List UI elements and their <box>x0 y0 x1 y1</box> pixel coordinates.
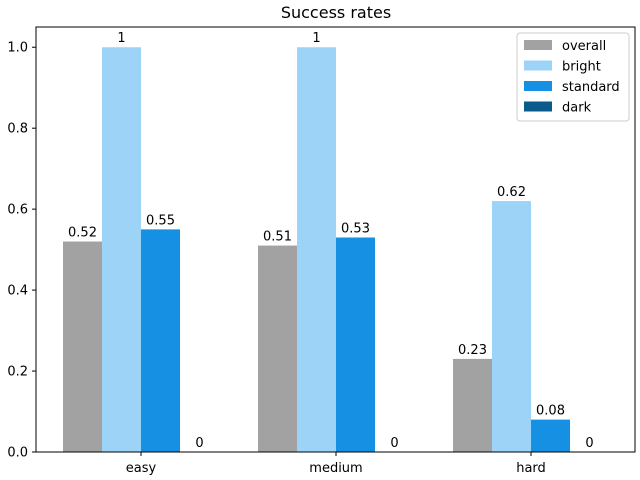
y-tick-label: 0.2 <box>7 365 28 380</box>
bar-standard-hard <box>531 419 570 452</box>
bar-label-dark-medium: 0 <box>390 436 398 451</box>
bar-overall-easy <box>63 241 102 452</box>
legend-swatch-bright <box>524 60 552 71</box>
bar-label-dark-hard: 0 <box>585 436 593 451</box>
bar-bright-medium <box>297 47 336 453</box>
bar-label-bright-easy: 1 <box>117 31 125 46</box>
bar-bright-hard <box>492 201 531 452</box>
y-tick-label: 1.0 <box>7 41 28 56</box>
legend-label-standard: standard <box>562 80 620 95</box>
bar-labels-layer: 0.52 1 0.55 0 0.51 1 0.53 0 0.23 0.62 0.08 0 <box>68 31 594 451</box>
axes-layer: 0.0 0.2 0.4 0.6 0.8 1.0 easy medium hard <box>7 26 636 476</box>
bar-label-standard-medium: 0.53 <box>341 221 370 236</box>
bar-bright-easy <box>102 47 141 453</box>
legend-label-dark: dark <box>562 101 592 116</box>
bar-label-standard-hard: 0.08 <box>536 404 565 419</box>
legend-swatch-dark <box>524 101 552 112</box>
bars-layer <box>63 47 570 453</box>
bar-label-bright-medium: 1 <box>312 31 320 46</box>
legend-swatch-standard <box>524 81 552 91</box>
x-tick-label: hard <box>516 461 546 476</box>
bar-overall-hard <box>453 358 492 452</box>
y-tick-label: 0.4 <box>7 284 28 299</box>
bar-standard-easy <box>141 229 180 452</box>
legend-label-overall: overall <box>562 39 606 54</box>
bar-label-standard-easy: 0.55 <box>146 213 175 228</box>
bar-label-overall-medium: 0.51 <box>263 230 292 245</box>
x-tick-label: medium <box>309 461 362 476</box>
x-tick-label: easy <box>126 461 157 476</box>
y-tick-label: 0.0 <box>7 446 28 461</box>
bar-label-overall-easy: 0.52 <box>68 226 97 241</box>
legend: overall bright standard dark <box>516 32 630 122</box>
bar-label-overall-hard: 0.23 <box>458 343 487 358</box>
bar-label-bright-hard: 0.62 <box>497 185 526 200</box>
legend-swatch-overall <box>524 40 552 50</box>
bar-label-dark-easy: 0 <box>195 436 203 451</box>
y-tick-label: 0.6 <box>7 203 28 218</box>
legend-box <box>516 32 630 122</box>
y-tick-label: 0.8 <box>7 122 28 137</box>
chart-title: Success rates <box>281 3 391 22</box>
bar-overall-medium <box>258 245 297 452</box>
bar-standard-medium <box>336 237 375 452</box>
legend-label-bright: bright <box>562 60 601 75</box>
